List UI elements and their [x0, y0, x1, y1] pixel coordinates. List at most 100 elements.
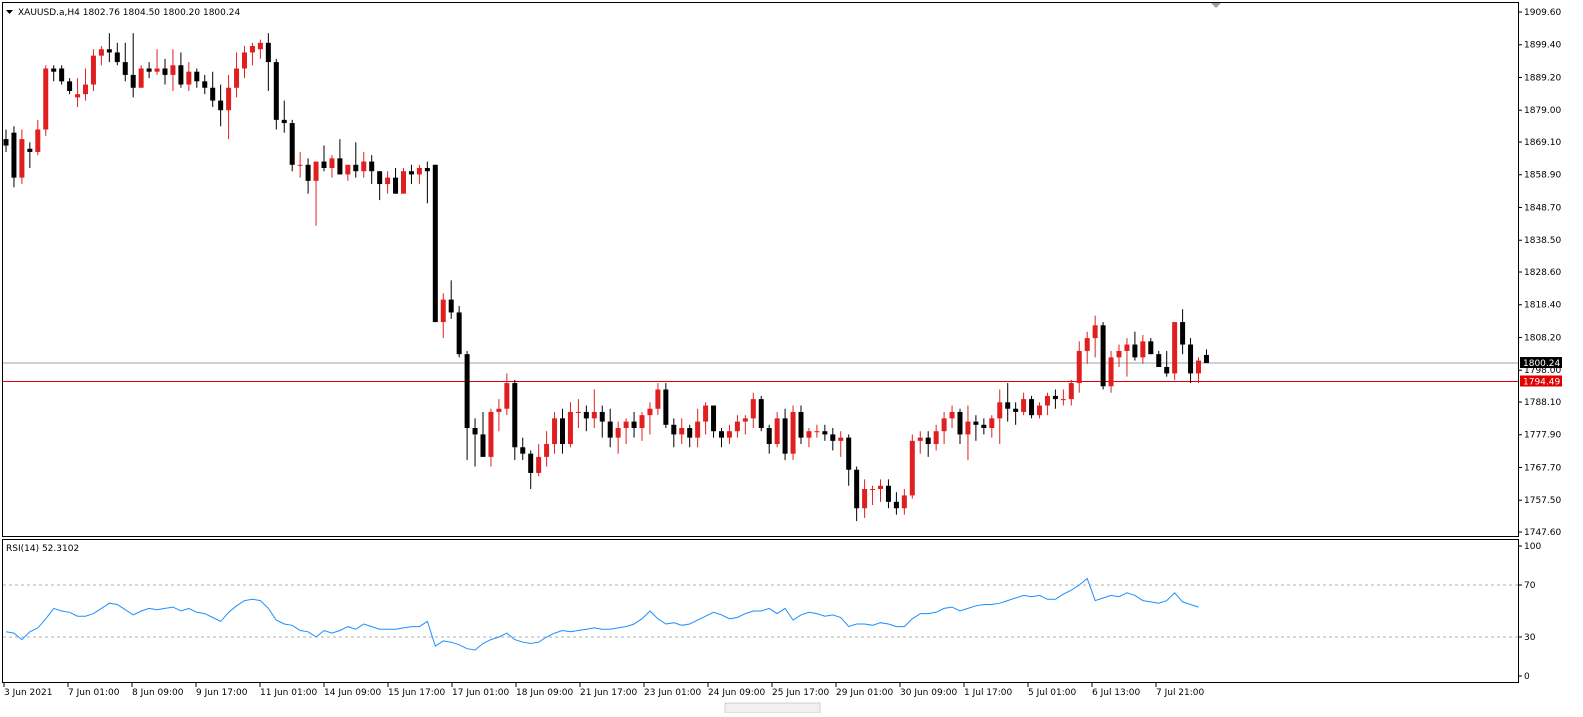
candle[interactable]	[544, 431, 550, 467]
candle[interactable]	[909, 434, 915, 499]
candle[interactable]	[393, 168, 399, 194]
candle[interactable]	[75, 78, 81, 108]
triangle-down-icon[interactable]	[6, 10, 13, 14]
candle[interactable]	[607, 408, 613, 448]
candle[interactable]	[440, 293, 446, 339]
candle[interactable]	[210, 71, 216, 108]
candle[interactable]	[194, 68, 200, 88]
candle[interactable]	[329, 155, 335, 178]
candle[interactable]	[933, 424, 939, 451]
shift-marker-icon[interactable]	[1211, 3, 1221, 8]
candle[interactable]	[313, 161, 319, 226]
candle[interactable]	[1196, 357, 1201, 384]
candle[interactable]	[1052, 389, 1058, 409]
candle[interactable]	[11, 126, 17, 188]
candle[interactable]	[719, 428, 724, 448]
candle[interactable]	[520, 437, 526, 461]
candle[interactable]	[512, 379, 518, 461]
candle[interactable]	[1060, 389, 1066, 406]
candle[interactable]	[106, 33, 112, 63]
candle[interactable]	[726, 424, 732, 445]
candle[interactable]	[949, 405, 955, 428]
candle[interactable]	[846, 434, 852, 486]
scrollbar-track[interactable]	[724, 702, 821, 714]
candle[interactable]	[790, 405, 796, 461]
candle[interactable]	[671, 418, 677, 448]
candle[interactable]	[647, 402, 653, 435]
candle[interactable]	[432, 164, 438, 323]
candle[interactable]	[1116, 344, 1122, 368]
candle[interactable]	[1148, 338, 1154, 355]
candle[interactable]	[631, 411, 637, 438]
candle[interactable]	[234, 52, 240, 98]
candle[interactable]	[1021, 392, 1027, 416]
candle[interactable]	[249, 42, 255, 66]
candle[interactable]	[265, 33, 271, 91]
candle[interactable]	[242, 46, 247, 79]
candle[interactable]	[854, 466, 860, 522]
candle[interactable]	[917, 431, 923, 454]
candle[interactable]	[377, 171, 383, 201]
candle[interactable]	[480, 411, 486, 457]
candle[interactable]	[202, 74, 208, 95]
candle[interactable]	[806, 428, 812, 448]
candle[interactable]	[257, 39, 263, 59]
candle[interactable]	[615, 421, 621, 454]
candle[interactable]	[1084, 331, 1090, 364]
candle[interactable]	[496, 399, 502, 432]
candle[interactable]	[19, 129, 25, 185]
candle[interactable]	[67, 78, 73, 95]
candle[interactable]	[1092, 315, 1098, 358]
candle[interactable]	[1172, 322, 1178, 380]
candle[interactable]	[416, 164, 422, 185]
candle[interactable]	[345, 164, 351, 181]
candle[interactable]	[35, 119, 41, 156]
candle[interactable]	[408, 164, 414, 185]
candle[interactable]	[504, 373, 510, 416]
candle[interactable]	[1037, 402, 1042, 419]
candle[interactable]	[456, 306, 462, 358]
candle[interactable]	[51, 65, 57, 82]
candle[interactable]	[893, 492, 899, 515]
candle[interactable]	[3, 129, 9, 152]
candle[interactable]	[758, 395, 764, 432]
candle[interactable]	[448, 280, 454, 319]
candle[interactable]	[488, 408, 494, 467]
candle[interactable]	[941, 411, 947, 445]
candle[interactable]	[98, 46, 104, 66]
candle[interactable]	[1132, 331, 1138, 361]
candle[interactable]	[464, 350, 470, 461]
candle[interactable]	[43, 65, 49, 136]
candle[interactable]	[575, 399, 581, 428]
candle[interactable]	[528, 450, 534, 489]
candle[interactable]	[361, 151, 367, 178]
candle[interactable]	[321, 145, 327, 172]
candle[interactable]	[59, 65, 65, 85]
candle[interactable]	[925, 431, 931, 457]
candle[interactable]	[1044, 392, 1050, 416]
candle[interactable]	[369, 155, 375, 185]
candle[interactable]	[1203, 349, 1209, 364]
candle[interactable]	[138, 65, 144, 88]
candle[interactable]	[957, 408, 963, 445]
candle[interactable]	[218, 84, 224, 127]
candle[interactable]	[1013, 402, 1019, 425]
candle[interactable]	[830, 428, 836, 451]
candle[interactable]	[862, 479, 868, 518]
candle[interactable]	[591, 389, 597, 428]
candle[interactable]	[734, 415, 740, 438]
candle[interactable]	[870, 485, 876, 506]
candle[interactable]	[1029, 395, 1035, 419]
candle[interactable]	[838, 431, 844, 457]
candle[interactable]	[798, 405, 804, 445]
candle[interactable]	[623, 418, 629, 445]
candle[interactable]	[1164, 350, 1170, 377]
candle[interactable]	[273, 58, 279, 130]
candle[interactable]	[567, 402, 573, 448]
candle[interactable]	[337, 139, 343, 175]
candle[interactable]	[711, 405, 717, 438]
candle[interactable]	[385, 171, 391, 194]
candle[interactable]	[679, 418, 685, 445]
candle[interactable]	[353, 142, 359, 178]
